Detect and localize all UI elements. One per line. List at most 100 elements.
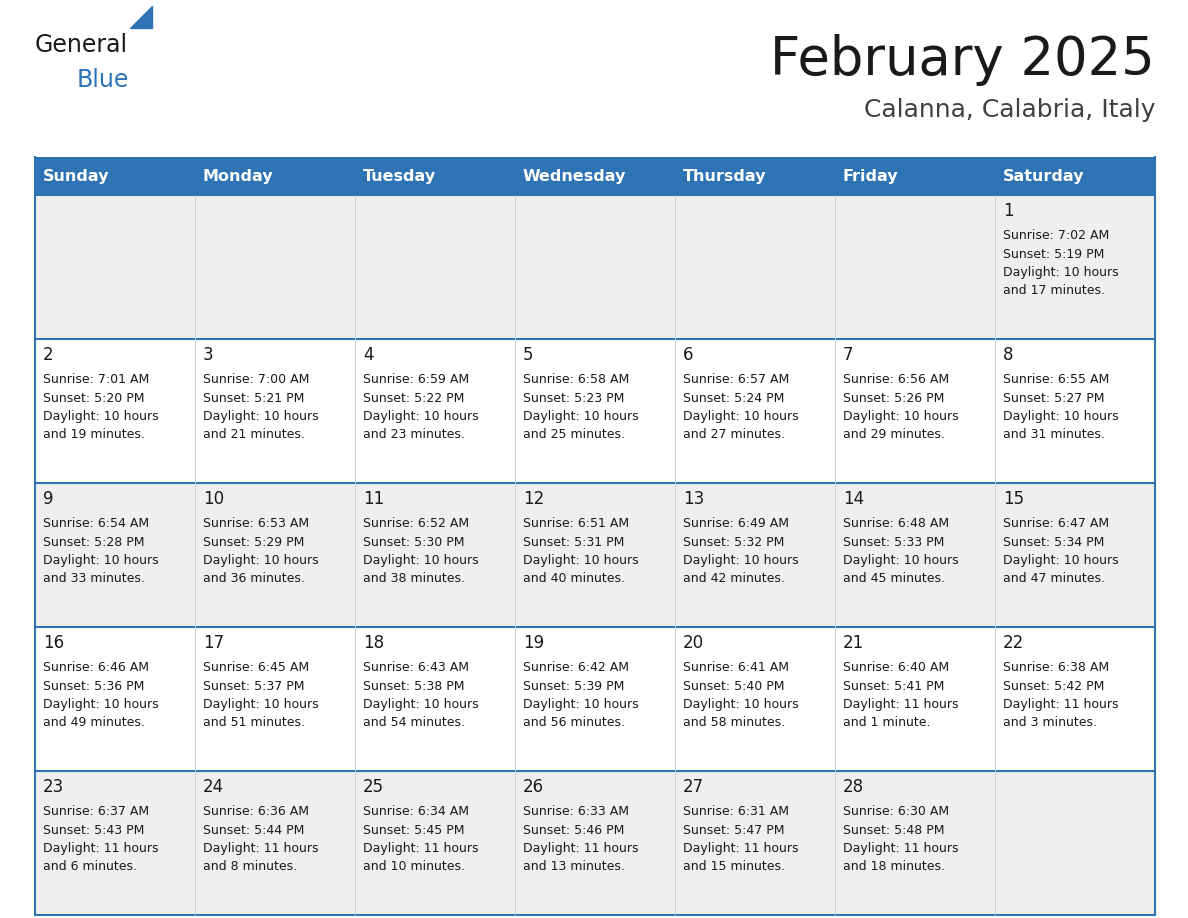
Text: Daylight: 10 hours: Daylight: 10 hours [523, 410, 639, 423]
Text: Sunrise: 6:46 AM: Sunrise: 6:46 AM [43, 661, 148, 674]
Text: Sunset: 5:34 PM: Sunset: 5:34 PM [1003, 535, 1105, 548]
Bar [675, 771, 835, 915]
Text: Daylight: 10 hours: Daylight: 10 hours [683, 698, 798, 711]
Text: 4: 4 [364, 346, 373, 364]
Text: Sunrise: 6:45 AM: Sunrise: 6:45 AM [203, 661, 309, 674]
Text: Sunrise: 6:58 AM: Sunrise: 6:58 AM [523, 373, 630, 386]
Bar [34, 627, 195, 771]
Text: Sunset: 5:42 PM: Sunset: 5:42 PM [1003, 679, 1105, 692]
Text: Sunset: 5:43 PM: Sunset: 5:43 PM [43, 823, 145, 836]
Text: Sunset: 5:24 PM: Sunset: 5:24 PM [683, 391, 784, 405]
Text: Sunset: 5:32 PM: Sunset: 5:32 PM [683, 535, 784, 548]
Text: Sunset: 5:27 PM: Sunset: 5:27 PM [1003, 391, 1105, 405]
Text: Sunset: 5:28 PM: Sunset: 5:28 PM [43, 535, 145, 548]
Text: Daylight: 10 hours: Daylight: 10 hours [1003, 410, 1119, 423]
Bar [516, 195, 675, 339]
Text: Saturday: Saturday [1003, 169, 1085, 184]
Text: and 21 minutes.: and 21 minutes. [203, 429, 305, 442]
Text: 17: 17 [203, 634, 225, 652]
Text: Sunset: 5:45 PM: Sunset: 5:45 PM [364, 823, 465, 836]
Text: and 51 minutes.: and 51 minutes. [203, 717, 305, 730]
Text: 10: 10 [203, 490, 225, 508]
Text: Tuesday: Tuesday [364, 169, 436, 184]
Text: Sunset: 5:21 PM: Sunset: 5:21 PM [203, 391, 304, 405]
Text: Sunrise: 6:36 AM: Sunrise: 6:36 AM [203, 805, 309, 818]
Text: Sunset: 5:46 PM: Sunset: 5:46 PM [523, 823, 625, 836]
Text: 19: 19 [523, 634, 544, 652]
Bar [516, 627, 675, 771]
Text: Sunrise: 6:56 AM: Sunrise: 6:56 AM [843, 373, 949, 386]
Text: Sunrise: 6:43 AM: Sunrise: 6:43 AM [364, 661, 469, 674]
Text: Sunset: 5:41 PM: Sunset: 5:41 PM [843, 679, 944, 692]
Bar [675, 627, 835, 771]
Text: Sunset: 5:33 PM: Sunset: 5:33 PM [843, 535, 944, 548]
Text: and 15 minutes.: and 15 minutes. [683, 860, 785, 874]
Bar [516, 339, 675, 483]
Bar [675, 483, 835, 627]
Text: Daylight: 10 hours: Daylight: 10 hours [203, 410, 318, 423]
Text: Sunrise: 6:37 AM: Sunrise: 6:37 AM [43, 805, 150, 818]
Text: and 27 minutes.: and 27 minutes. [683, 429, 785, 442]
Bar [835, 771, 996, 915]
Text: and 58 minutes.: and 58 minutes. [683, 717, 785, 730]
Text: and 40 minutes.: and 40 minutes. [523, 573, 625, 586]
Text: Daylight: 10 hours: Daylight: 10 hours [43, 410, 159, 423]
Text: Daylight: 10 hours: Daylight: 10 hours [43, 554, 159, 567]
Bar [195, 771, 355, 915]
Text: 27: 27 [683, 778, 704, 796]
Text: and 49 minutes.: and 49 minutes. [43, 717, 145, 730]
Text: Sunset: 5:39 PM: Sunset: 5:39 PM [523, 679, 625, 692]
Text: 1: 1 [1003, 202, 1013, 220]
Text: Sunset: 5:44 PM: Sunset: 5:44 PM [203, 823, 304, 836]
Text: Sunset: 5:40 PM: Sunset: 5:40 PM [683, 679, 784, 692]
Text: February 2025: February 2025 [770, 34, 1155, 86]
Text: 3: 3 [203, 346, 214, 364]
Text: and 38 minutes.: and 38 minutes. [364, 573, 465, 586]
Text: Monday: Monday [203, 169, 273, 184]
Text: Sunrise: 6:31 AM: Sunrise: 6:31 AM [683, 805, 789, 818]
Text: Daylight: 10 hours: Daylight: 10 hours [683, 410, 798, 423]
Text: Sunset: 5:31 PM: Sunset: 5:31 PM [523, 535, 625, 548]
Bar [996, 627, 1155, 771]
Text: Sunrise: 6:54 AM: Sunrise: 6:54 AM [43, 517, 150, 530]
Text: and 47 minutes.: and 47 minutes. [1003, 573, 1105, 586]
Text: Sunset: 5:26 PM: Sunset: 5:26 PM [843, 391, 944, 405]
Text: Daylight: 11 hours: Daylight: 11 hours [203, 842, 318, 855]
Text: and 42 minutes.: and 42 minutes. [683, 573, 785, 586]
Text: Sunset: 5:22 PM: Sunset: 5:22 PM [364, 391, 465, 405]
Text: and 19 minutes.: and 19 minutes. [43, 429, 145, 442]
Text: 7: 7 [843, 346, 853, 364]
Text: Daylight: 10 hours: Daylight: 10 hours [1003, 266, 1119, 279]
Text: Daylight: 11 hours: Daylight: 11 hours [843, 698, 959, 711]
Bar [34, 339, 195, 483]
Text: and 33 minutes.: and 33 minutes. [43, 573, 145, 586]
Text: Daylight: 10 hours: Daylight: 10 hours [523, 554, 639, 567]
Text: 2: 2 [43, 346, 53, 364]
Bar [996, 771, 1155, 915]
Bar [996, 483, 1155, 627]
Text: 25: 25 [364, 778, 384, 796]
Text: 28: 28 [843, 778, 864, 796]
Text: Sunrise: 6:59 AM: Sunrise: 6:59 AM [364, 373, 469, 386]
Bar [355, 339, 516, 483]
Text: and 29 minutes.: and 29 minutes. [843, 429, 944, 442]
Text: Sunrise: 6:30 AM: Sunrise: 6:30 AM [843, 805, 949, 818]
Text: and 31 minutes.: and 31 minutes. [1003, 429, 1105, 442]
Text: Daylight: 11 hours: Daylight: 11 hours [843, 842, 959, 855]
Text: Sunrise: 6:42 AM: Sunrise: 6:42 AM [523, 661, 628, 674]
Bar [516, 771, 675, 915]
Text: 15: 15 [1003, 490, 1024, 508]
Bar [195, 627, 355, 771]
Text: and 3 minutes.: and 3 minutes. [1003, 717, 1097, 730]
Text: Daylight: 10 hours: Daylight: 10 hours [203, 554, 318, 567]
Text: Sunrise: 6:41 AM: Sunrise: 6:41 AM [683, 661, 789, 674]
Text: Sunset: 5:23 PM: Sunset: 5:23 PM [523, 391, 625, 405]
Bar [835, 483, 996, 627]
Text: Sunrise: 6:49 AM: Sunrise: 6:49 AM [683, 517, 789, 530]
Text: 6: 6 [683, 346, 694, 364]
Text: and 54 minutes.: and 54 minutes. [364, 717, 465, 730]
Text: Daylight: 10 hours: Daylight: 10 hours [364, 554, 479, 567]
Bar [355, 483, 516, 627]
Text: Sunrise: 6:52 AM: Sunrise: 6:52 AM [364, 517, 469, 530]
Text: Wednesday: Wednesday [523, 169, 626, 184]
